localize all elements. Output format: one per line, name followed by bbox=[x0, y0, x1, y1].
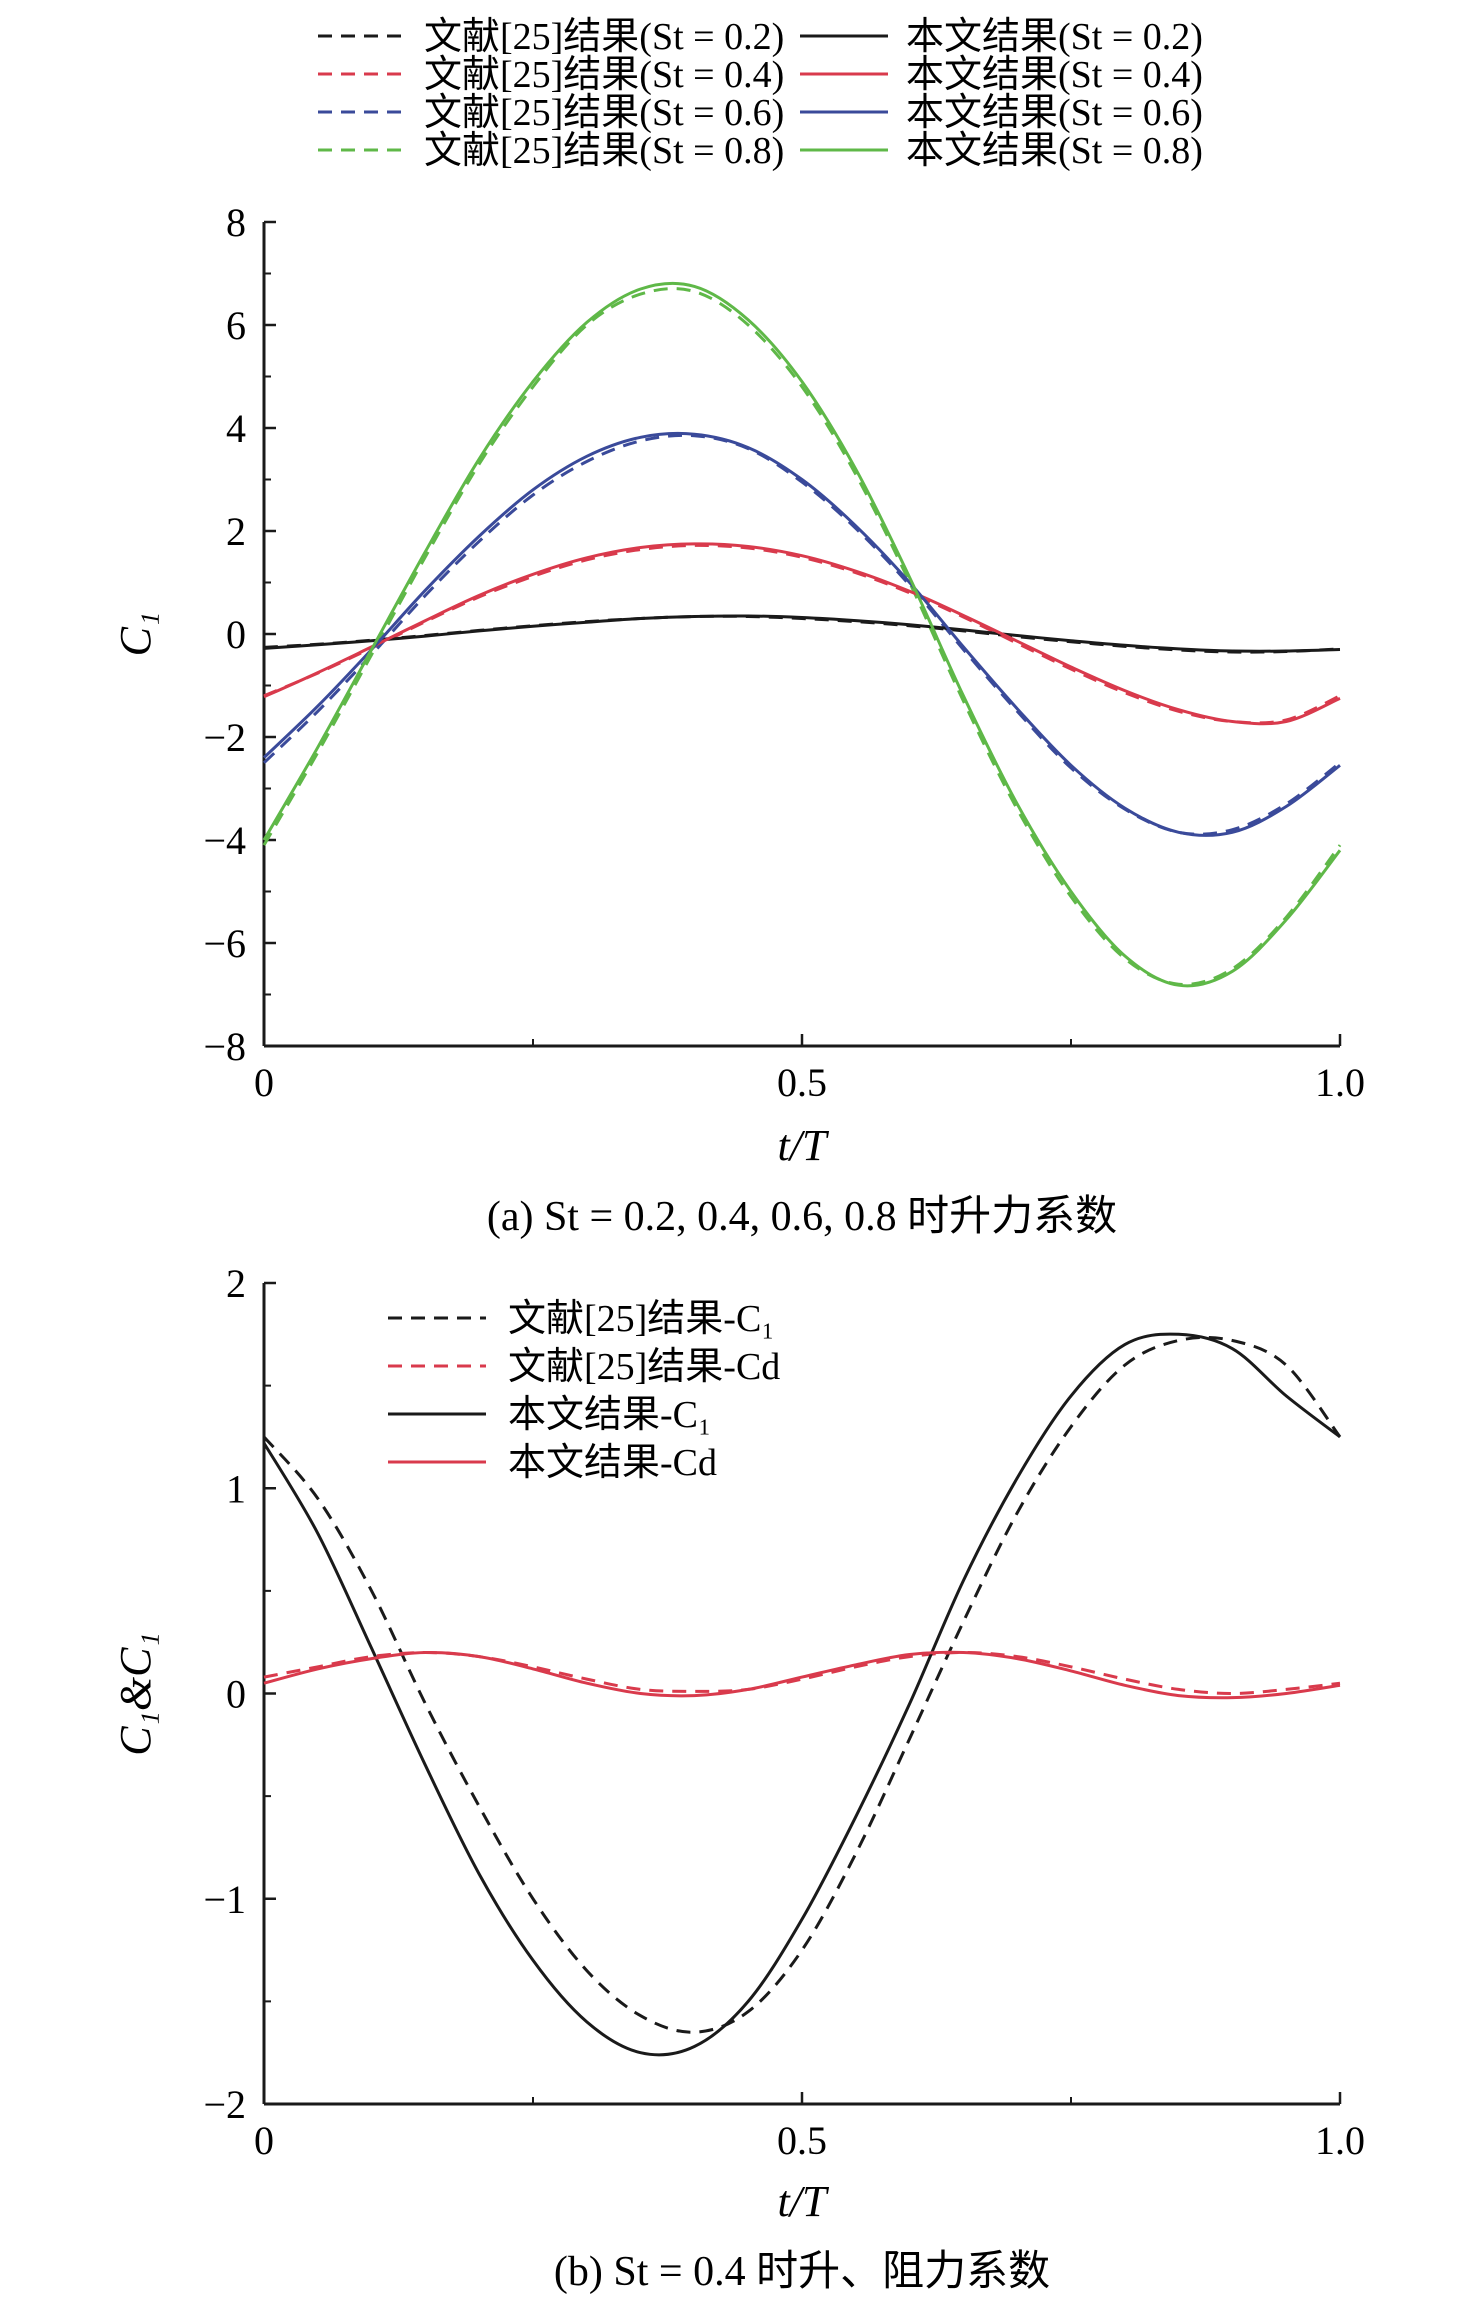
panel-b-legend-label-3: 本文结果-Cd bbox=[508, 1442, 717, 1484]
panel-b-ytick-label-3: 1 bbox=[226, 1466, 246, 1511]
panel-a-legend-label-5: 本文结果(St = 0.4) bbox=[906, 54, 1203, 96]
panel-a-ylabel: C₁ bbox=[111, 612, 160, 657]
panel-a-series-5-line bbox=[263, 542, 1341, 726]
panel-b-legend: 文献[25]结果-C₁ 文献[25]结果-Cd 本文结果-C₁ 本文结果-Cd bbox=[388, 1298, 780, 1484]
panel-a-ytick-label-3: −2 bbox=[203, 715, 246, 760]
panel-b-ytick-label-2: 0 bbox=[226, 1672, 246, 1717]
panel-b-series-1-line bbox=[263, 1650, 1341, 1696]
panel-a-ticks: −8 −6 −4 −2 0 2 4 6 8 0 0.5 1.0 bbox=[203, 200, 1365, 1105]
panel-a-ytick-label-7: 6 bbox=[226, 303, 246, 348]
panel-b-xtick-label-0: 0 bbox=[254, 2118, 274, 2163]
panel-a-ytick-label-6: 4 bbox=[226, 406, 246, 451]
panel-b-caption: (b) St = 0.4 时升、阻力系数 bbox=[554, 2249, 1050, 2295]
panel-a-legend-label-3: 文献[25]结果(St = 0.8) bbox=[424, 130, 784, 172]
panel-a-legend-label-2: 文献[25]结果(St = 0.6) bbox=[424, 92, 784, 134]
panel-a-ytick-label-8: 8 bbox=[226, 200, 246, 245]
panel-a-xtick-label-2: 1.0 bbox=[1315, 1060, 1365, 1105]
panel-a-legend-label-4: 本文结果(St = 0.2) bbox=[906, 16, 1203, 58]
panel-a-series-6-line bbox=[262, 431, 1341, 837]
panel-a-ytick-label-2: −4 bbox=[203, 818, 246, 863]
panel-a-ytick-label-4: 0 bbox=[226, 612, 246, 657]
panel-a-series-4-line bbox=[263, 614, 1341, 653]
panel-a-ytick-label-0: −8 bbox=[203, 1024, 246, 1069]
panel-a-plot-area bbox=[262, 281, 1342, 988]
panel-b-legend-label-1: 文献[25]结果-Cd bbox=[508, 1346, 780, 1388]
panel-b-xtick-label-2: 1.0 bbox=[1315, 2118, 1365, 2163]
panel-b-xtick-label-1: 0.5 bbox=[777, 2118, 827, 2163]
panel-a-series-7-line bbox=[262, 281, 1342, 988]
panel-a-legend-label-0: 文献[25]结果(St = 0.2) bbox=[424, 16, 784, 58]
panel-a-legend-label-6: 本文结果(St = 0.6) bbox=[906, 92, 1203, 134]
panel-b-legend-label-0: 文献[25]结果-C₁ bbox=[508, 1298, 775, 1340]
panel-a-caption: (a) St = 0.2, 0.4, 0.6, 0.8 时升力系数 bbox=[487, 1194, 1117, 1240]
panel-b-xlabel: t/T bbox=[778, 2177, 830, 2226]
panel-b-ytick-label-1: −1 bbox=[203, 1877, 246, 1922]
panel-b-legend-label-2: 本文结果-C₁ bbox=[508, 1394, 711, 1436]
panel-b-series-0-line bbox=[262, 1335, 1342, 2034]
panel-b-ytick-label-0: −2 bbox=[203, 2082, 246, 2127]
panel-b-ticks: −2 −1 0 1 2 0 0.5 1.0 bbox=[203, 1261, 1365, 2163]
panel-b-plot-area bbox=[262, 1332, 1342, 2057]
panel-b-series-2-line bbox=[262, 1332, 1341, 2057]
panel-b-series-3-line bbox=[263, 1650, 1341, 1700]
panel-a: 文献[25]结果(St = 0.2)文献[25]结果(St = 0.4)文献[2… bbox=[111, 16, 1365, 1240]
panel-a-legend-label-7: 本文结果(St = 0.8) bbox=[906, 130, 1203, 172]
panel-b-ytick-label-4: 2 bbox=[226, 1261, 246, 1306]
panel-a-xtick-label-1: 0.5 bbox=[777, 1060, 827, 1105]
panel-a-legend-label-1: 文献[25]结果(St = 0.4) bbox=[424, 54, 784, 96]
panel-b-ylabel: C₁&C₁ bbox=[111, 1632, 160, 1756]
panel-a-ytick-label-5: 2 bbox=[226, 509, 246, 554]
panel-a-ytick-label-1: −6 bbox=[203, 921, 246, 966]
panel-a-xlabel: t/T bbox=[778, 1121, 830, 1170]
panel-a-xtick-label-0: 0 bbox=[254, 1060, 274, 1105]
panel-a-legend: 文献[25]结果(St = 0.2)文献[25]结果(St = 0.4)文献[2… bbox=[318, 16, 1203, 172]
